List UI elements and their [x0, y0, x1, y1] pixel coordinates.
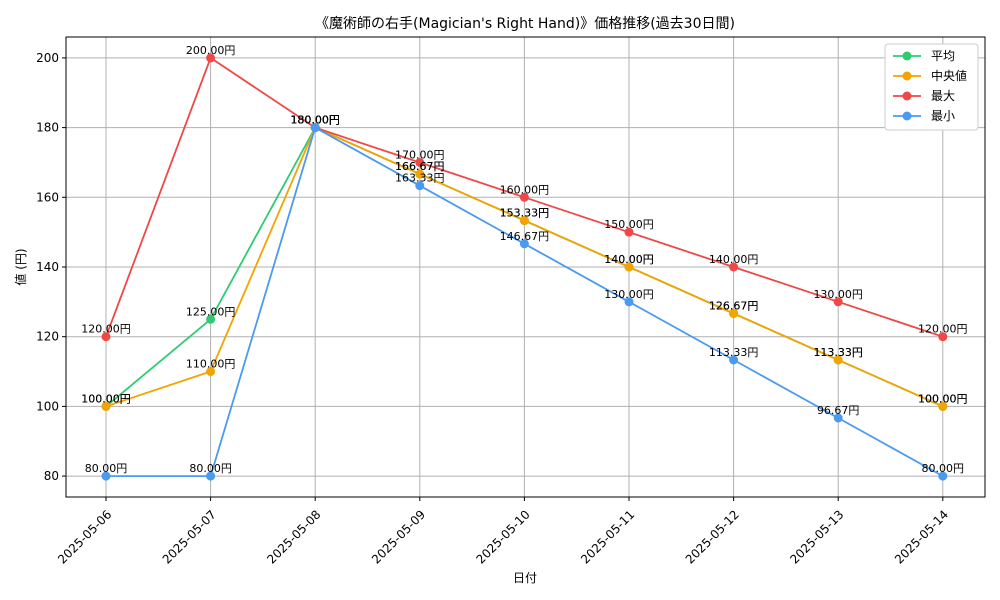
y-tick-label: 120 — [36, 330, 59, 344]
grid-lines — [66, 37, 985, 497]
data-label: 113.33円 — [813, 346, 863, 359]
x-tick-label: 2025-05-07 — [160, 507, 219, 566]
legend-marker — [902, 71, 912, 81]
data-point — [206, 367, 216, 377]
data-point — [833, 297, 843, 307]
legend-label: 中央値 — [931, 68, 967, 83]
data-point — [624, 262, 634, 272]
data-label: 166.67円 — [395, 160, 445, 173]
data-label: 113.33円 — [813, 346, 863, 359]
legend-marker — [902, 91, 912, 101]
data-point — [938, 332, 948, 342]
data-label: 125.00円 — [186, 305, 236, 318]
legend-box — [884, 43, 979, 131]
data-label: 140.00円 — [604, 253, 654, 266]
data-label: 153.33円 — [500, 207, 550, 220]
x-tick-label: 2025-05-11 — [578, 507, 637, 566]
x-tick-label: 2025-05-06 — [55, 507, 114, 566]
data-label: 180.00円 — [290, 114, 340, 127]
data-label: 153.33円 — [500, 207, 550, 220]
data-point — [206, 471, 216, 481]
data-label: 140.00円 — [604, 253, 654, 266]
data-point — [101, 471, 111, 481]
data-label: 170.00円 — [395, 148, 445, 161]
data-label: 150.00円 — [604, 218, 654, 231]
y-tick-label: 180 — [36, 121, 59, 135]
y-tick-label: 200 — [36, 51, 59, 65]
data-point — [624, 297, 634, 307]
data-point — [624, 227, 634, 237]
x-tick-label: 2025-05-10 — [474, 507, 533, 566]
data-label: 100.00円 — [918, 392, 968, 405]
data-point — [415, 169, 425, 179]
y-tick-label: 140 — [36, 260, 59, 274]
data-point — [310, 123, 320, 133]
data-label: 100.00円 — [918, 392, 968, 405]
data-point — [833, 413, 843, 423]
data-label: 80.00円 — [85, 462, 128, 475]
legend-label: 最大 — [931, 89, 955, 103]
legend-label: 平均 — [931, 49, 955, 63]
data-labels: 100.00円 125.00円 180.00円 166.67円 153.33円 140.0… — [81, 44, 967, 475]
series-lines — [101, 53, 948, 481]
chart-title: 《魔術師の右手(Magician's Right Hand)》価格推移(過去30… — [315, 16, 735, 32]
data-label: 120.00円 — [918, 323, 968, 336]
data-label: 163.33円 — [395, 172, 445, 185]
data-point — [415, 157, 425, 167]
data-point — [729, 262, 739, 272]
data-point — [519, 216, 529, 226]
data-label: 80.00円 — [189, 462, 232, 475]
data-label: 180.00円 — [290, 114, 340, 127]
data-label: 126.67円 — [709, 299, 759, 312]
data-label: 96.67円 — [817, 404, 860, 417]
data-label: 130.00円 — [813, 288, 863, 301]
data-label: 180.00円 — [290, 114, 340, 127]
legend-marker — [902, 51, 912, 61]
x-axis-ticks: 2025-05-06 2025-05-07 2025-05-08 2025-05-09… — [55, 497, 951, 567]
x-tick-label: 2025-05-12 — [683, 507, 742, 566]
data-label: 110.00円 — [186, 358, 236, 371]
data-label: 100.00円 — [81, 392, 131, 405]
data-label: 140.00円 — [709, 253, 759, 266]
data-point — [206, 314, 216, 324]
data-label: 146.67円 — [500, 230, 550, 243]
data-point — [729, 355, 739, 365]
y-tick-label: 100 — [36, 399, 59, 413]
data-label: 160.00円 — [500, 183, 550, 196]
x-tick-label: 2025-05-14 — [892, 507, 951, 566]
x-axis-label: 日付 — [513, 571, 537, 585]
data-label: 126.67円 — [709, 299, 759, 312]
data-label: 120.00円 — [81, 323, 131, 336]
legend-marker — [902, 111, 912, 121]
data-label: 166.67円 — [395, 160, 445, 173]
data-point — [206, 53, 216, 63]
data-point — [519, 192, 529, 202]
data-point — [938, 471, 948, 481]
data-label: 130.00円 — [604, 288, 654, 301]
data-point — [938, 401, 948, 411]
y-tick-label: 80 — [44, 469, 59, 483]
data-point — [519, 239, 529, 249]
data-label: 100.00円 — [81, 392, 131, 405]
data-point — [101, 401, 111, 411]
data-point — [833, 355, 843, 365]
x-tick-label: 2025-05-08 — [264, 507, 323, 566]
data-label: 80.00円 — [922, 462, 965, 475]
x-tick-label: 2025-05-09 — [369, 507, 428, 566]
data-label: 200.00円 — [186, 44, 236, 57]
y-axis-ticks: 80 100 120 140 160 180 200 — [36, 51, 66, 483]
y-tick-label: 160 — [36, 190, 59, 204]
data-point — [729, 308, 739, 318]
data-point — [101, 332, 111, 342]
data-label: 180.00円 — [290, 114, 340, 127]
data-point — [415, 181, 425, 191]
legend-label: 最小 — [931, 109, 955, 123]
y-axis-label: 値 (円) — [13, 248, 28, 285]
x-tick-label: 2025-05-13 — [787, 507, 846, 566]
data-label: 113.33円 — [709, 346, 759, 359]
